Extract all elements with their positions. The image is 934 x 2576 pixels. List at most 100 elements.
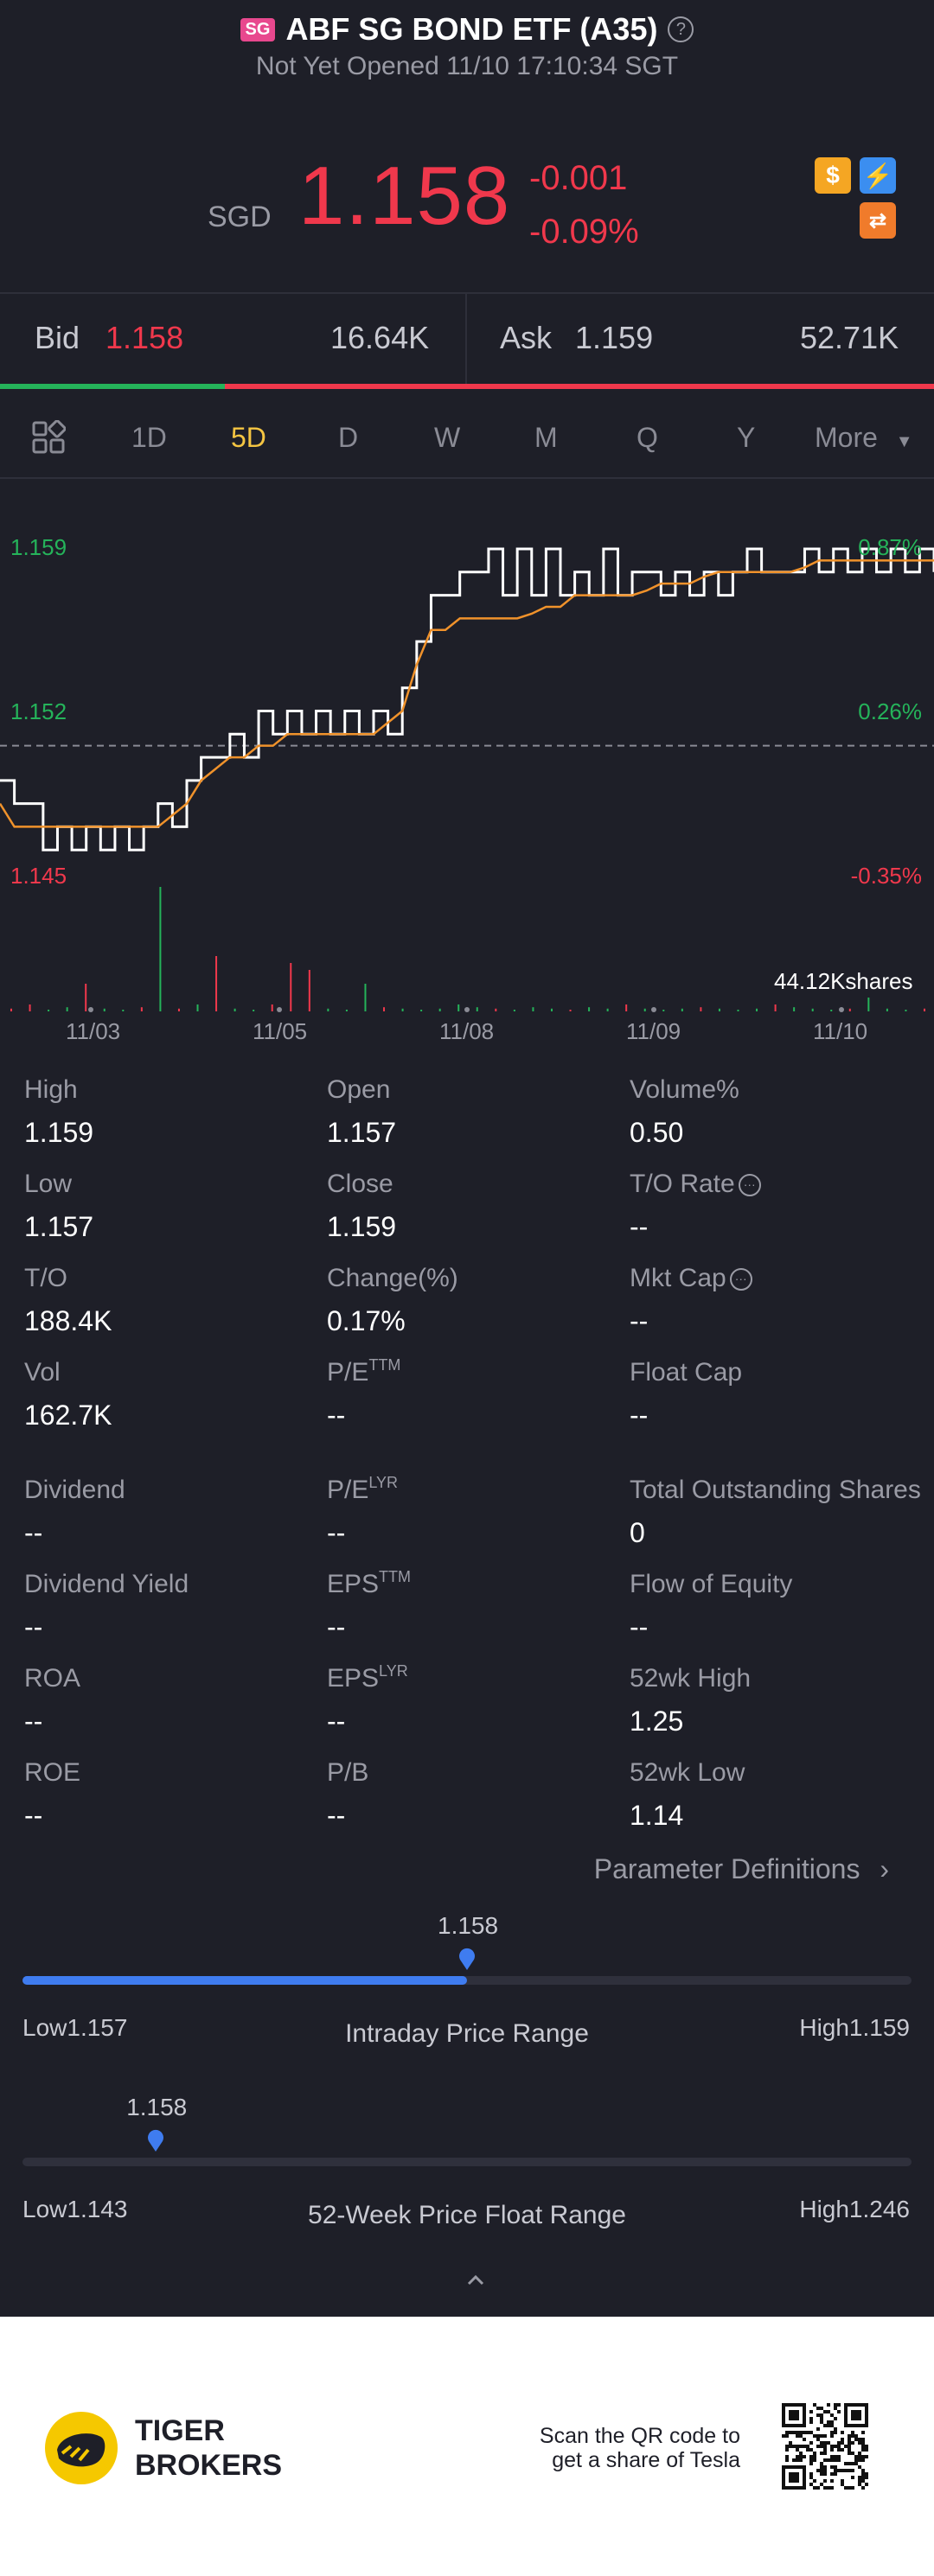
- volume-bar: [140, 1007, 143, 1011]
- stat-label: 52wk Low: [630, 1758, 745, 1788]
- stat-label-text: Total Outstanding Shares: [630, 1476, 921, 1504]
- volume-bar: [66, 1007, 68, 1011]
- volume-bar: [420, 1010, 423, 1011]
- stat-label-text: Volume%: [630, 1075, 739, 1104]
- stat-label-text: EPS: [327, 1664, 380, 1693]
- volume-bar: [308, 970, 310, 1011]
- week52-range-title: 52-Week Price Float Range: [308, 2201, 626, 2229]
- quote-screen: SG ABF SG BOND ETF (A35) ? Not Yet Opene…: [0, 0, 934, 2317]
- ask-label: Ask: [500, 320, 553, 355]
- x-axis-label: 11/05: [253, 1018, 308, 1044]
- scan-line-1: Scan the QR code to: [539, 2424, 740, 2448]
- tab-q[interactable]: Q: [637, 422, 658, 453]
- volume-label: 44.12Kshares: [774, 968, 913, 994]
- period-tabs: 1D 5D D W M Q Y More ▼: [0, 406, 934, 475]
- price-change-block: -0.001 -0.09%: [529, 151, 639, 258]
- stat-label-text: Change(%): [327, 1264, 458, 1292]
- volume-bar: [513, 1010, 515, 1011]
- week52-range-track: [22, 2158, 912, 2166]
- y-left-label-high: 1.159: [10, 534, 67, 560]
- brand-line-1: TIGER: [135, 2414, 225, 2447]
- intraday-current-value: 1.158: [438, 1912, 499, 1939]
- stat-value: --: [327, 1706, 346, 1737]
- intraday-range-fill: [22, 1976, 467, 1985]
- stat-value: --: [327, 1800, 346, 1831]
- volume-bar: [588, 1007, 591, 1011]
- stat-label: EPSLYR: [327, 1662, 408, 1693]
- exchange-icon[interactable]: ⇄: [860, 202, 896, 239]
- tab-d[interactable]: D: [338, 422, 359, 453]
- tab-more[interactable]: More ▼: [815, 422, 913, 454]
- parameter-definitions-label: Parameter Definitions: [593, 1853, 860, 1884]
- stat-label: P/ETTM: [327, 1356, 400, 1387]
- stat-label: Volume%: [630, 1075, 739, 1105]
- volume-bar: [122, 1010, 125, 1011]
- volume-bar: [457, 1004, 460, 1011]
- stat-label: Float Cap: [630, 1358, 742, 1387]
- volume-bar: [271, 1004, 273, 1011]
- volume-bar: [924, 1008, 925, 1011]
- stat-value: 0.50: [630, 1117, 684, 1148]
- stat-label-text: 52wk Low: [630, 1758, 745, 1787]
- stat-label: Open: [327, 1075, 390, 1105]
- stat-label-text: P/B: [327, 1758, 369, 1787]
- help-icon[interactable]: ?: [668, 16, 694, 42]
- volume-bar: [569, 1010, 572, 1011]
- volume-bar: [606, 1008, 609, 1011]
- scan-prompt: Scan the QR code to get a share of Tesla: [484, 2424, 740, 2472]
- tab-m[interactable]: M: [534, 422, 558, 453]
- stat-label-text: Float Cap: [630, 1358, 743, 1387]
- volume-bar: [364, 984, 367, 1011]
- stat-label-text: Low: [24, 1170, 73, 1198]
- chevron-up-icon[interactable]: [465, 2270, 486, 2291]
- price-line: [0, 547, 934, 851]
- parameter-definitions-link[interactable]: Parameter Definitions ›: [594, 1853, 889, 1885]
- tab-w[interactable]: W: [434, 422, 461, 453]
- grid-icon[interactable]: [31, 420, 66, 455]
- ask-size: 52.71K: [800, 320, 899, 355]
- qr-code-icon[interactable]: [782, 2403, 868, 2490]
- tiger-logo-icon: [45, 2412, 118, 2484]
- tab-1d[interactable]: 1D: [131, 422, 167, 453]
- week52-low: Low1.143: [22, 2196, 128, 2222]
- volume-bar: [811, 1008, 814, 1011]
- info-icon[interactable]: ···: [729, 1268, 752, 1291]
- stat-label-text: Close: [327, 1170, 393, 1198]
- stat-label: Change(%): [327, 1264, 458, 1293]
- divider: [0, 477, 934, 479]
- stat-label: Flow of Equity: [630, 1570, 792, 1599]
- chevron-right-icon: ›: [880, 1853, 889, 1884]
- volume-bar: [290, 963, 292, 1011]
- stat-label: ROA: [24, 1664, 80, 1693]
- stat-label-text: High: [24, 1075, 78, 1104]
- volume-bar: [756, 1008, 758, 1011]
- volume-bar: [159, 887, 162, 1011]
- ask-ratio-bar: [225, 384, 934, 389]
- stat-value: --: [327, 1517, 346, 1548]
- volume-bar: [867, 998, 870, 1011]
- tab-5d[interactable]: 5D: [231, 422, 266, 453]
- stat-value: --: [630, 1211, 649, 1242]
- share-footer: TIGER BROKERS Scan the QR code to get a …: [0, 2317, 934, 2576]
- volume-bar: [793, 1007, 796, 1011]
- price-chart[interactable]: [0, 484, 934, 1020]
- volume-bar: [215, 956, 218, 1011]
- volume-bar: [103, 1008, 106, 1011]
- stat-label-text: 52wk High: [630, 1664, 752, 1693]
- week52-marker-icon: [148, 2129, 164, 2152]
- brand-line-2: BROKERS: [135, 2449, 283, 2482]
- volume-bar: [438, 1008, 441, 1011]
- volume-bar: [401, 1008, 404, 1011]
- stat-label: P/ELYR: [327, 1474, 398, 1505]
- dollar-icon[interactable]: $: [815, 157, 851, 194]
- stat-value: --: [630, 1400, 649, 1431]
- volume-bar: [643, 1008, 646, 1011]
- stat-label-superscript: TTM: [379, 1568, 412, 1585]
- lightning-icon[interactable]: ⚡: [860, 157, 896, 194]
- x-axis-tick: [88, 1007, 93, 1012]
- info-icon[interactable]: ···: [738, 1174, 761, 1197]
- volume-bar: [700, 1007, 702, 1011]
- tab-y[interactable]: Y: [737, 422, 756, 453]
- volume-bar: [550, 1008, 553, 1011]
- stat-value: 0: [630, 1517, 645, 1548]
